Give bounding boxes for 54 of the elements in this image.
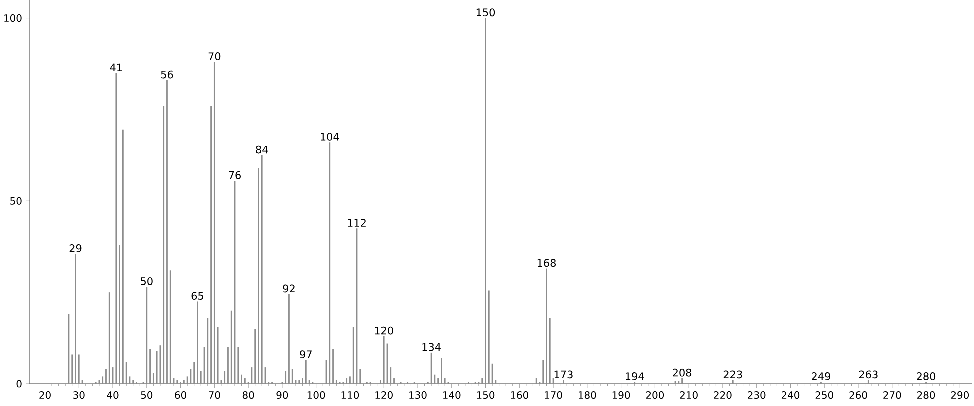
- y-tick-label: 0: [16, 380, 22, 388]
- x-tick-label: 30: [74, 392, 85, 400]
- x-tick-label: 280: [917, 392, 936, 400]
- annotation: 263: [859, 370, 878, 379]
- x-tick-label: 270: [884, 392, 902, 400]
- annotation: 223: [724, 370, 742, 379]
- x-tick-label: 180: [579, 392, 596, 400]
- x-tick-label: 200: [646, 392, 664, 400]
- x-tick-label: 120: [376, 392, 393, 400]
- x-tick-label: 80: [242, 392, 254, 400]
- x-tick-label: 290: [951, 392, 970, 400]
- annotation: 84: [256, 146, 268, 154]
- annotation: 168: [538, 259, 556, 268]
- x-tick-label: 90: [276, 392, 288, 400]
- x-tick-label: 130: [410, 392, 427, 400]
- x-tick-label: 20: [40, 392, 51, 400]
- annotation: 97: [300, 350, 312, 359]
- annotation: 104: [321, 133, 340, 141]
- annotation: 29: [70, 244, 82, 252]
- x-tick-label: 40: [107, 392, 119, 400]
- annotation: 120: [375, 326, 394, 335]
- x-tick-label: 160: [511, 392, 528, 400]
- y-tick-label: 50: [10, 197, 22, 205]
- x-tick-label: 240: [782, 392, 800, 400]
- annotation: 65: [192, 292, 204, 300]
- annotation: 280: [917, 372, 936, 380]
- annotation: 134: [422, 343, 441, 352]
- annotation: 70: [208, 52, 221, 60]
- x-tick-label: 230: [748, 392, 766, 400]
- annotation: 41: [110, 64, 122, 72]
- x-tick-label: 100: [308, 392, 326, 400]
- x-tick-label: 170: [545, 392, 562, 400]
- x-tick-label: 190: [612, 392, 630, 400]
- annotation: 194: [626, 372, 644, 380]
- annotation: 249: [812, 372, 830, 380]
- x-tick-label: 150: [477, 392, 495, 400]
- x-tick-label: 140: [443, 392, 461, 400]
- annotation: 92: [283, 284, 295, 293]
- x-tick-label: 260: [850, 392, 868, 400]
- annotation: 208: [673, 368, 692, 377]
- x-tick-label: 110: [342, 392, 360, 400]
- x-tick-label: 70: [209, 392, 220, 400]
- x-tick-label: 220: [714, 392, 732, 400]
- annotation: 76: [229, 171, 241, 180]
- y-tick-label: 100: [4, 14, 22, 22]
- x-tick-label: 60: [175, 392, 186, 400]
- x-tick-label: 50: [141, 392, 153, 400]
- annotation: 112: [348, 219, 366, 227]
- annotation: 173: [554, 370, 573, 379]
- x-tick-label: 210: [680, 392, 698, 400]
- annotation: 150: [476, 8, 496, 17]
- annotation: 56: [161, 70, 174, 79]
- x-tick-label: 250: [816, 392, 834, 400]
- annotation: 50: [141, 277, 153, 286]
